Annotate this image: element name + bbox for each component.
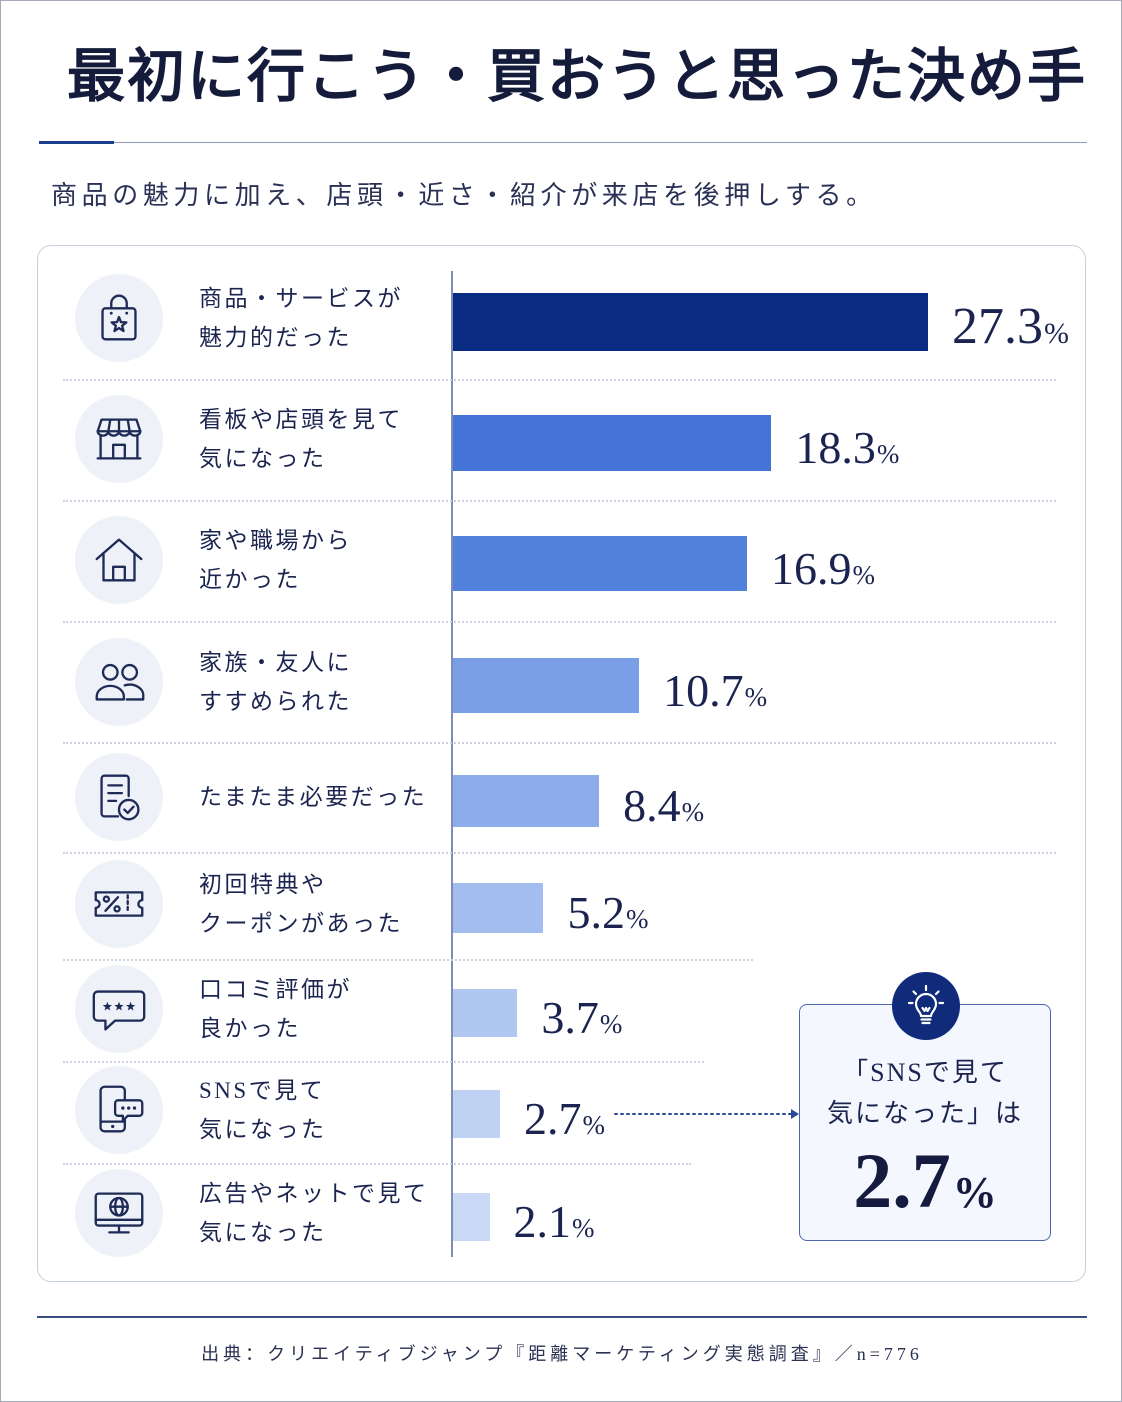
monitor-globe-icon (75, 1169, 163, 1257)
value-label: 27.3% (952, 301, 1069, 353)
value-unit: % (572, 1213, 595, 1243)
lightbulb-icon (892, 972, 960, 1040)
callout-value-unit: % (952, 1168, 997, 1217)
footer-divider (37, 1316, 1087, 1318)
value-number: 5.2 (567, 887, 625, 938)
bar (453, 1193, 490, 1241)
bar (453, 658, 640, 713)
bar (453, 415, 772, 471)
value-number: 8.4 (623, 780, 681, 831)
value-number: 18.3 (795, 422, 876, 473)
bar (453, 989, 518, 1037)
review-bubble-icon (75, 965, 163, 1053)
value-unit: % (852, 560, 876, 590)
value-number: 3.7 (541, 992, 599, 1043)
value-number: 2.7 (523, 1093, 582, 1144)
value-label: 10.7% (663, 668, 767, 714)
value-unit: % (599, 1009, 623, 1039)
value-unit: % (582, 1110, 605, 1140)
page-subtitle: 商品の魅力に加え、店頭・近さ・紹介が来店を後押しする。 (51, 181, 877, 210)
value-unit: % (876, 439, 900, 469)
storefront-icon (75, 395, 163, 483)
document-check-icon (75, 753, 163, 841)
row-divider (63, 1061, 704, 1063)
value-label: 16.9% (771, 546, 875, 592)
title-underline (39, 142, 1087, 143)
value-label: 3.7% (541, 995, 622, 1041)
value-unit: % (625, 904, 649, 934)
dotted-arrow (614, 1109, 799, 1119)
value-unit: % (1044, 317, 1070, 350)
category-label: 家や職場から 近かった (199, 528, 352, 592)
callout-line-1: 「SNSで見て (842, 1058, 1008, 1087)
category-label: SNSで見て 気になった (199, 1078, 327, 1142)
callout-line-2: 気になった」は (826, 1099, 1023, 1128)
smartphone-chat-icon (75, 1066, 163, 1154)
row-divider (63, 959, 753, 961)
value-number: 27.3 (952, 298, 1044, 355)
value-label: 2.7% (524, 1096, 605, 1142)
category-label: 商品・サービスが 魅力的だった (199, 286, 403, 350)
category-label: 口コミ評価が 良かった (199, 977, 352, 1041)
users-icon (75, 638, 163, 726)
coupon-percent-icon (75, 860, 163, 948)
value-unit: % (744, 682, 768, 712)
category-label: 家族・友人に すすめられた (199, 650, 352, 714)
category-label: 看板や店頭を見て 気になった (199, 407, 403, 471)
value-unit: % (681, 797, 705, 827)
value-label: 8.4% (623, 783, 704, 829)
bar (453, 1090, 500, 1138)
value-label: 2.1% (514, 1199, 595, 1245)
row-divider (63, 621, 1056, 623)
bar-axis (451, 271, 453, 1257)
bar (453, 293, 929, 351)
value-number: 16.9 (771, 543, 852, 594)
value-number: 10.7 (663, 665, 744, 716)
row-divider (63, 1163, 691, 1165)
bar (453, 883, 544, 933)
row-divider (63, 852, 1056, 854)
category-label: 初回特典や クーポンがあった (199, 872, 403, 936)
shopping-bag-star-icon (75, 274, 163, 362)
row-divider (63, 742, 1056, 744)
value-number: 2.1 (513, 1196, 572, 1247)
source-note: 出典：クリエイティブジャンプ『距離マーケティング実態調査』／n=776 (201, 1344, 923, 1364)
bar (453, 775, 600, 827)
row-divider (63, 379, 1056, 381)
category-label: たまたま必要だった (199, 784, 428, 810)
house-icon (75, 516, 163, 604)
value-label: 5.2% (567, 890, 648, 936)
row-divider (63, 500, 1056, 502)
bar (453, 536, 748, 591)
page-title: 最初に行こう・買おうと思った決め手 (67, 44, 1088, 109)
category-label: 広告やネットで見て 気になった (199, 1181, 429, 1245)
callout-box (799, 1004, 1051, 1241)
callout-value: 2.7% (799, 1141, 1051, 1243)
callout-value-number: 2.7 (853, 1137, 951, 1224)
value-label: 18.3% (795, 425, 899, 471)
title-underline-accent (39, 141, 114, 144)
